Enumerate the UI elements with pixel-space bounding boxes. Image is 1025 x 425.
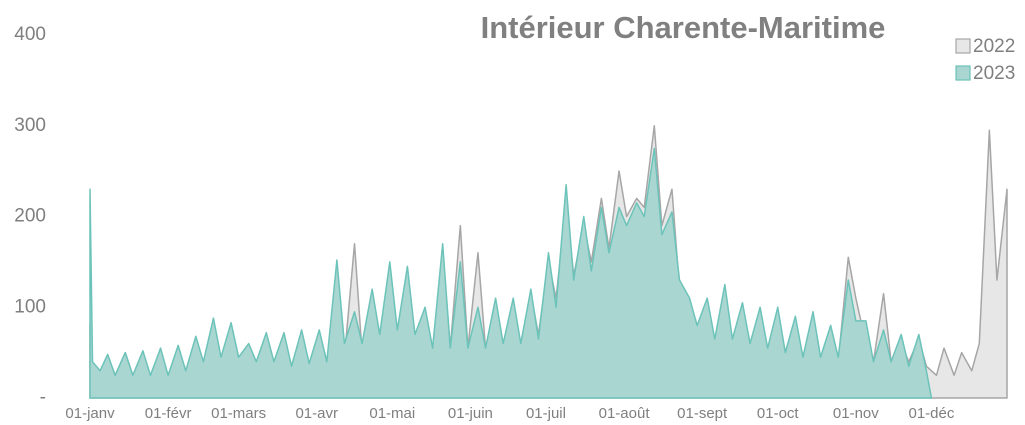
x-tick-label: 01-févr bbox=[145, 405, 192, 422]
x-tick-label: 01-nov bbox=[833, 405, 879, 422]
x-tick-label: 01-juin bbox=[448, 405, 493, 422]
x-tick-label: 01-août bbox=[599, 405, 651, 422]
legend-label: 2022 bbox=[973, 36, 1015, 57]
legend-label: 2023 bbox=[973, 63, 1015, 84]
x-tick-label: 01-mars bbox=[211, 405, 266, 422]
x-tick-label: 01-mai bbox=[369, 405, 415, 422]
x-tick-label: 01-juil bbox=[526, 405, 566, 422]
x-tick-label: 01-avr bbox=[295, 405, 338, 422]
legend-swatch bbox=[955, 65, 971, 81]
y-tick-label: 300 bbox=[14, 115, 46, 136]
y-tick-label: 400 bbox=[14, 24, 46, 45]
chart-title: Intérieur Charente-Maritime bbox=[481, 10, 886, 45]
y-tick-label: 200 bbox=[14, 206, 46, 227]
legend-swatch bbox=[955, 38, 971, 54]
y-tick-label: - bbox=[40, 387, 46, 408]
x-tick-label: 01-janv bbox=[65, 405, 115, 422]
x-tick-label: 01-sept bbox=[677, 405, 728, 422]
area bbox=[89, 147, 933, 399]
x-tick-label: 01-déc bbox=[908, 405, 954, 422]
x-tick-label: 01-oct bbox=[757, 405, 800, 422]
y-tick-label: 100 bbox=[14, 296, 46, 317]
